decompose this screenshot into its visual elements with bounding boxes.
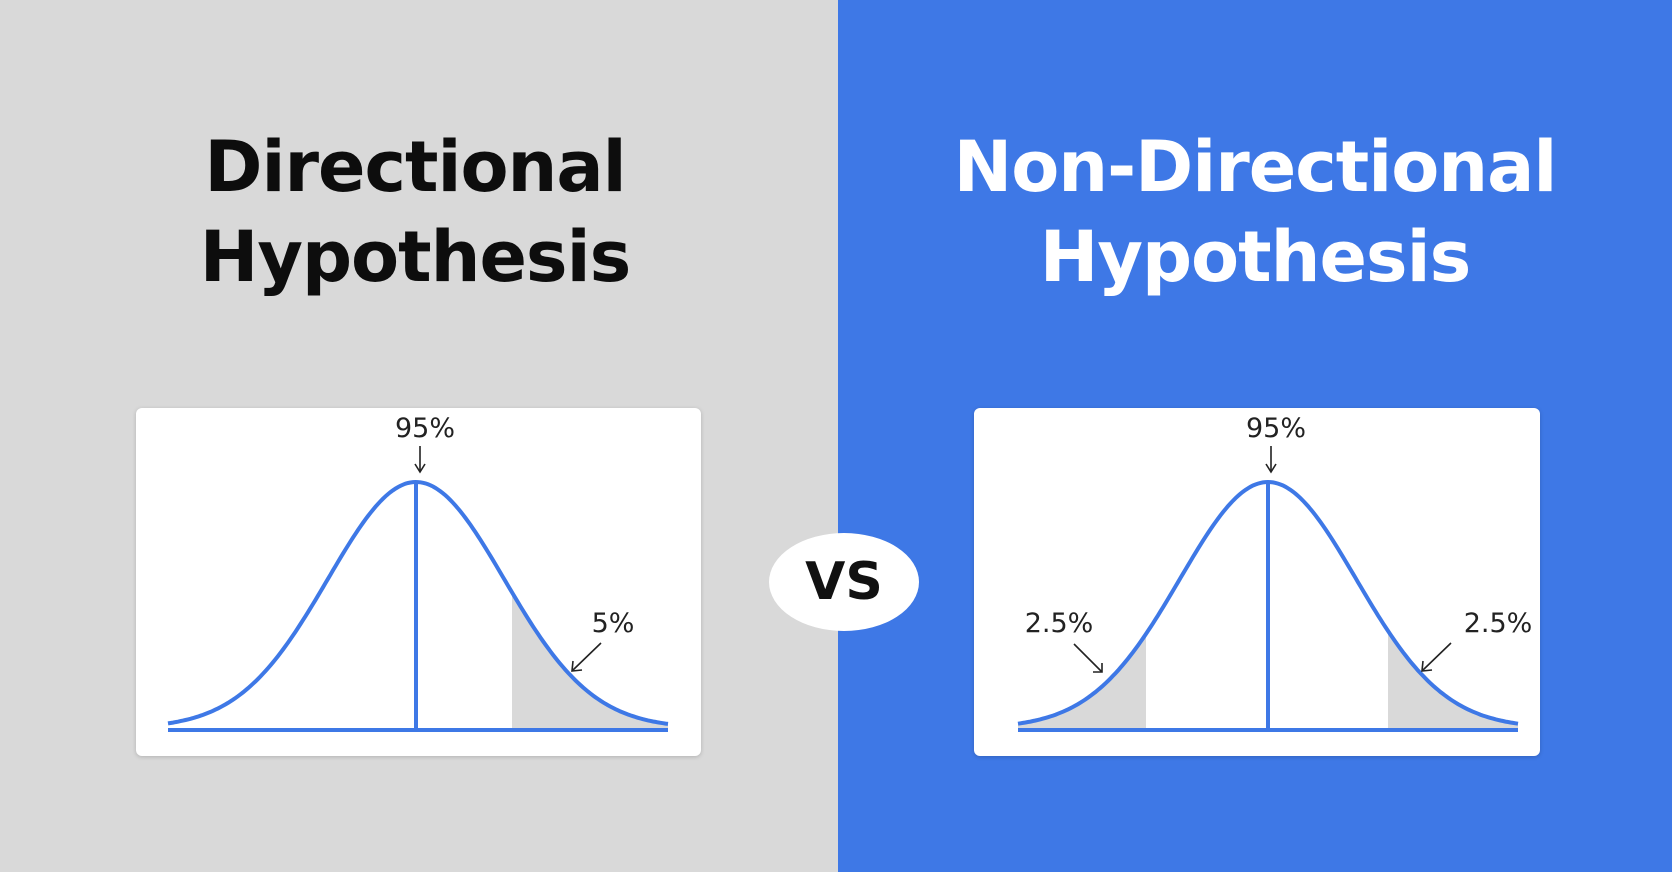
- right-tail-percent-label: 2.5%: [1464, 608, 1533, 639]
- center-percent-label: 95%: [395, 413, 455, 444]
- center-arrow-icon: [414, 446, 426, 474]
- right-tail-shaded-area: [1388, 630, 1518, 730]
- left-tail-shaded-area: [1018, 633, 1146, 730]
- directional-title-line2: Hypothesis: [199, 216, 632, 298]
- non-directional-title-line2: Hypothesis: [1039, 216, 1472, 298]
- left-tail-arrow-icon: [1073, 643, 1103, 673]
- left-tail-percent-label: 2.5%: [1025, 608, 1094, 639]
- directional-title: Directional Hypothesis: [0, 122, 830, 302]
- right-tail-arrow-icon: [1421, 642, 1452, 672]
- right-tail-shaded-area: [512, 592, 668, 730]
- center-percent-label: 95%: [1246, 413, 1306, 444]
- directional-title-line1: Directional: [204, 126, 626, 208]
- vs-text: VS: [805, 552, 883, 612]
- tail-arrow-icon: [571, 642, 602, 672]
- one-tailed-bell-curve-diagram: 95% 5%: [167, 413, 669, 732]
- two-tailed-bell-curve-diagram: 95% 2.5% 2.5%: [1017, 413, 1533, 732]
- tail-percent-label: 5%: [592, 608, 635, 639]
- non-directional-distribution-card: 95% 2.5% 2.5%: [974, 408, 1540, 756]
- non-directional-title: Non-Directional Hypothesis: [838, 122, 1672, 302]
- directional-distribution-card: 95% 5%: [136, 408, 701, 756]
- center-arrow-icon: [1265, 446, 1277, 474]
- vs-badge: VS: [769, 533, 919, 631]
- non-directional-title-line1: Non-Directional: [953, 126, 1558, 208]
